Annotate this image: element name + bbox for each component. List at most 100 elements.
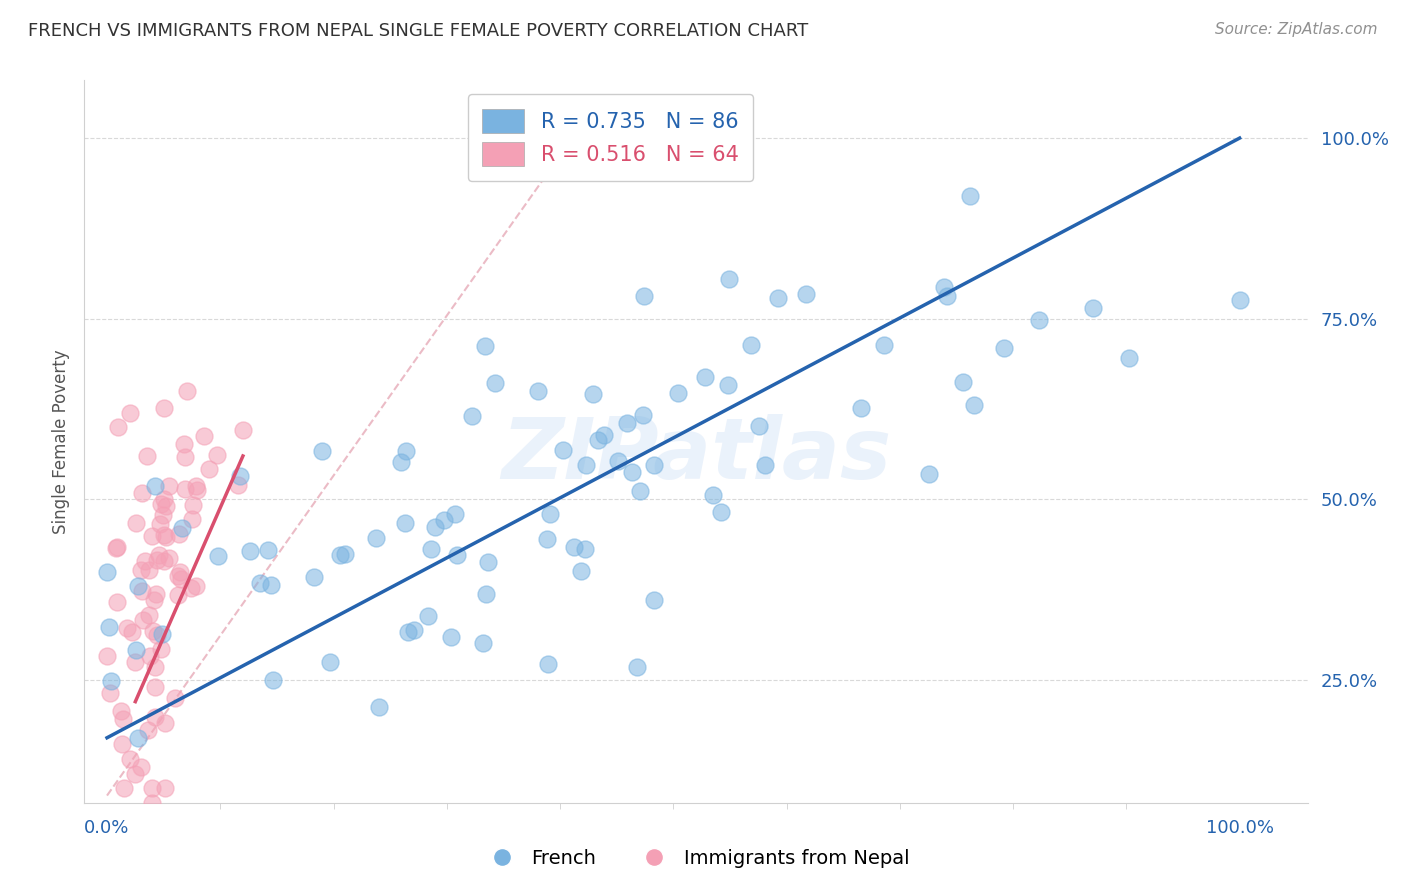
Point — [143, 478, 166, 492]
Point — [477, 555, 499, 569]
Point — [394, 516, 416, 531]
Point — [138, 723, 160, 738]
Text: FRENCH VS IMMIGRANTS FROM NEPAL SINGLE FEMALE POVERTY CORRELATION CHART: FRENCH VS IMMIGRANTS FROM NEPAL SINGLE F… — [28, 22, 808, 40]
Point — [582, 387, 605, 401]
Point — [718, 272, 741, 286]
Point — [127, 579, 149, 593]
Point — [124, 767, 146, 781]
Point — [131, 563, 153, 577]
Point — [173, 450, 195, 465]
Y-axis label: Single Female Poverty: Single Female Poverty — [52, 350, 70, 533]
Point — [433, 513, 456, 527]
Point — [127, 731, 149, 745]
Point — [229, 469, 252, 483]
Point — [238, 544, 260, 558]
Point — [143, 592, 166, 607]
Point — [132, 613, 155, 627]
Point — [643, 593, 665, 607]
Point — [100, 673, 122, 688]
Point — [333, 547, 356, 561]
Point — [423, 520, 446, 534]
Point — [197, 461, 219, 475]
Point — [141, 796, 163, 810]
Point — [536, 533, 558, 547]
Point — [110, 704, 132, 718]
Point — [125, 643, 148, 657]
Point — [129, 760, 152, 774]
Point — [389, 455, 412, 469]
Point — [142, 624, 165, 638]
Point — [148, 549, 170, 563]
Point — [586, 433, 609, 447]
Point — [1028, 313, 1050, 327]
Point — [118, 406, 141, 420]
Point — [155, 781, 177, 796]
Point — [849, 401, 872, 416]
Point — [740, 338, 762, 352]
Point — [551, 442, 574, 457]
Point — [141, 781, 163, 796]
Point — [184, 578, 207, 592]
Point — [702, 488, 724, 502]
Point — [138, 608, 160, 623]
Point — [111, 738, 134, 752]
Point — [537, 657, 560, 671]
Point — [766, 291, 789, 305]
Point — [112, 712, 135, 726]
Point — [474, 339, 496, 353]
Point — [631, 408, 654, 422]
Point — [418, 609, 440, 624]
Point — [135, 449, 157, 463]
Point — [471, 636, 494, 650]
Point — [710, 505, 733, 519]
Point — [475, 586, 498, 600]
Point — [104, 541, 127, 556]
Point — [134, 553, 156, 567]
Point — [149, 517, 172, 532]
Point — [138, 563, 160, 577]
Point — [419, 541, 441, 556]
Point — [186, 483, 208, 498]
Point — [205, 449, 228, 463]
Point — [872, 337, 894, 351]
Point — [993, 341, 1015, 355]
Point — [693, 369, 716, 384]
Point — [143, 710, 166, 724]
Point — [131, 486, 153, 500]
Point — [157, 550, 180, 565]
Point — [98, 686, 121, 700]
Point — [146, 553, 169, 567]
Point — [538, 507, 561, 521]
Point — [107, 420, 129, 434]
Point — [181, 511, 204, 525]
Point — [364, 531, 387, 545]
Point — [173, 436, 195, 450]
Point — [181, 498, 204, 512]
Point — [302, 570, 325, 584]
Point — [1118, 351, 1140, 366]
Point — [630, 483, 652, 498]
Point — [794, 287, 817, 301]
Point — [207, 549, 229, 563]
Point — [621, 465, 644, 479]
Point — [143, 680, 166, 694]
Point — [118, 752, 141, 766]
Point — [574, 541, 596, 556]
Point — [226, 477, 249, 491]
Point — [169, 565, 191, 579]
Point — [440, 630, 463, 644]
Legend: French, Immigrants from Nepal: French, Immigrants from Nepal — [475, 841, 917, 876]
Point — [404, 623, 426, 637]
Point — [166, 569, 188, 583]
Point — [606, 454, 628, 468]
Point — [153, 716, 176, 731]
Point — [717, 378, 740, 392]
Point — [165, 690, 187, 705]
Point — [170, 521, 193, 535]
Point — [153, 401, 176, 415]
Point — [152, 492, 174, 507]
Point — [152, 528, 174, 542]
Point — [394, 443, 416, 458]
Point — [754, 458, 776, 473]
Point — [633, 289, 655, 303]
